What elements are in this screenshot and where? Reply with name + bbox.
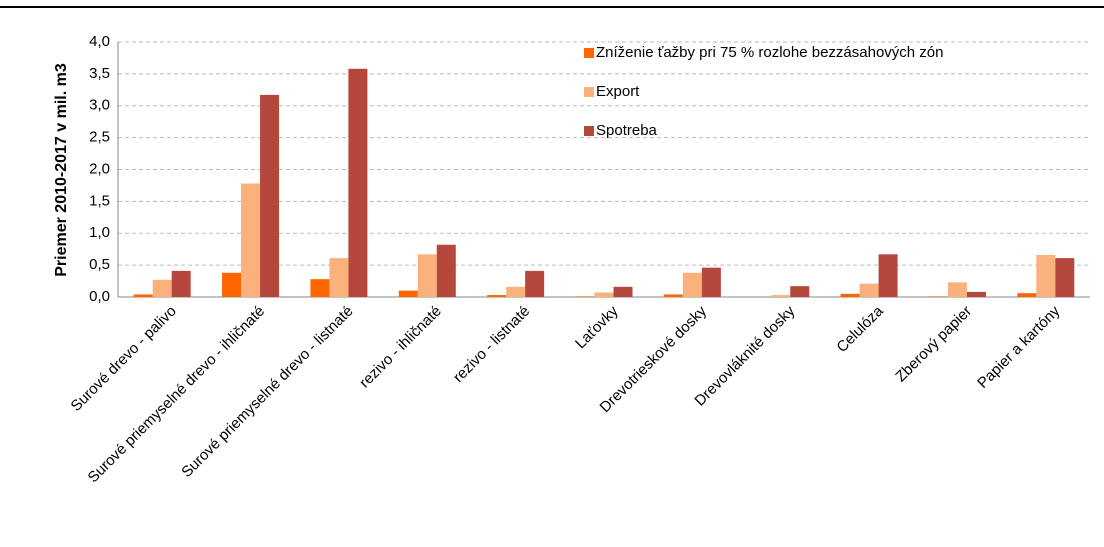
bar bbox=[348, 68, 368, 298]
bar bbox=[417, 254, 437, 297]
bar bbox=[1036, 254, 1056, 297]
bar bbox=[594, 292, 614, 297]
bar bbox=[771, 295, 791, 297]
legend-label: Spotreba bbox=[596, 122, 658, 139]
y-tick-label: 1,5 bbox=[89, 192, 110, 209]
bar bbox=[260, 94, 280, 297]
bar bbox=[575, 296, 595, 297]
x-tick-label: Surové priemyselné drevo - listnaté bbox=[178, 303, 356, 481]
bar bbox=[1017, 293, 1037, 297]
bar bbox=[701, 267, 721, 297]
bar bbox=[613, 286, 633, 297]
bar bbox=[878, 254, 898, 297]
bar bbox=[152, 279, 172, 297]
bar bbox=[840, 293, 860, 297]
bar bbox=[329, 258, 349, 297]
legend-swatch bbox=[584, 87, 594, 97]
y-tick-label: 3,0 bbox=[89, 97, 110, 114]
y-tick-label: 3,5 bbox=[89, 65, 110, 82]
legend-label: Export bbox=[596, 83, 640, 100]
bar bbox=[436, 244, 456, 297]
bar bbox=[171, 270, 191, 297]
bar bbox=[663, 294, 683, 297]
bar bbox=[398, 290, 418, 297]
x-tick-label: Celulóza bbox=[833, 302, 887, 356]
x-tick-label: Zberový papier bbox=[892, 303, 975, 386]
y-tick-label: 0,5 bbox=[89, 256, 110, 273]
y-tick-label: 4,0 bbox=[89, 33, 110, 50]
bar bbox=[525, 270, 545, 297]
y-axis-label: Priemer 2010-2017 v mil. m3 bbox=[53, 63, 70, 277]
bar bbox=[790, 286, 810, 297]
y-tick-label: 2,0 bbox=[89, 160, 110, 177]
x-tick-label: Laťovky bbox=[572, 302, 622, 352]
bar bbox=[487, 295, 507, 297]
bar bbox=[133, 294, 153, 297]
bar bbox=[241, 183, 261, 297]
y-tick-label: 1,0 bbox=[89, 224, 110, 241]
bar bbox=[859, 283, 879, 297]
legend-swatch bbox=[584, 48, 594, 58]
bar bbox=[1055, 258, 1075, 297]
bar bbox=[966, 291, 986, 297]
y-tick-label: 0,0 bbox=[89, 288, 110, 305]
x-tick-label: Surové priemyselné drevo - ihličnaté bbox=[85, 303, 269, 487]
legend-swatch bbox=[584, 126, 594, 136]
x-tick-label: rezivo - ihličnaté bbox=[356, 303, 445, 392]
bar bbox=[928, 296, 948, 297]
bar bbox=[947, 282, 967, 297]
bar bbox=[682, 272, 702, 297]
bar bbox=[506, 286, 526, 297]
x-tick-label: Papier a kartóny bbox=[974, 302, 1064, 392]
legend-label: Zníženie ťažby pri 75 % rozlohe bezzásah… bbox=[596, 44, 943, 61]
bar bbox=[310, 279, 330, 297]
x-tick-label: rezivo - listnaté bbox=[450, 303, 533, 386]
x-tick-label: Drevovláknité dosky bbox=[691, 302, 798, 409]
y-tick-label: 2,5 bbox=[89, 129, 110, 146]
bar bbox=[222, 272, 242, 297]
